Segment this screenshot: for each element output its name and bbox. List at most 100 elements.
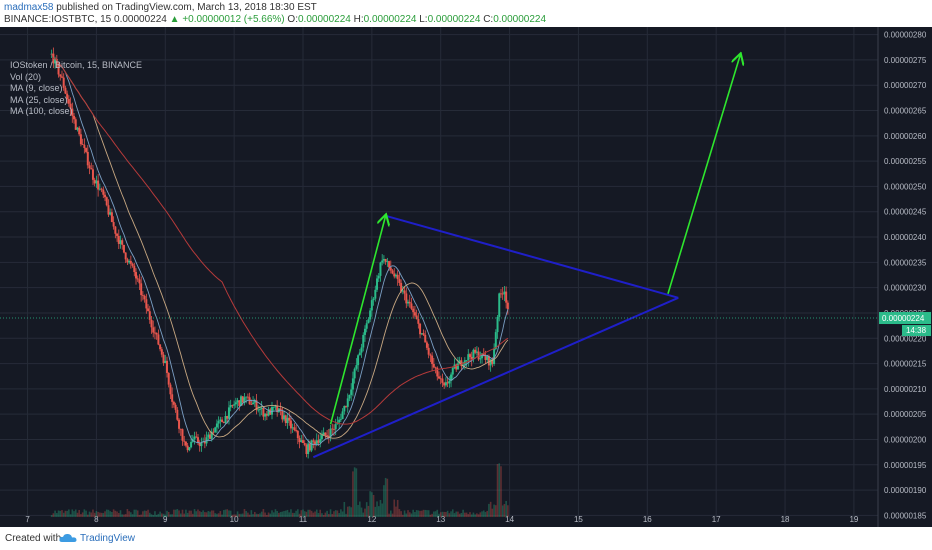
candle-body <box>448 380 451 384</box>
volume-bar <box>57 510 60 517</box>
volume-bar <box>360 507 363 517</box>
legend-vol[interactable]: Vol (20) <box>10 71 42 82</box>
volume-bar <box>407 510 409 517</box>
y-tick-label: 0.00000205 <box>884 410 927 419</box>
trend-line[interactable] <box>312 296 679 459</box>
candle-body <box>314 441 317 445</box>
volume-bar <box>173 509 175 517</box>
trend-line[interactable] <box>385 214 679 299</box>
trend-arrow[interactable] <box>667 55 740 294</box>
candle-body <box>374 289 377 299</box>
candle-body <box>407 301 410 304</box>
volume-bar <box>312 512 315 517</box>
volume-bar <box>353 467 356 517</box>
volume-bar <box>247 512 249 517</box>
volume-bar <box>359 501 361 517</box>
volume-bar <box>326 510 328 517</box>
x-tick-label: 15 <box>574 515 583 524</box>
volume-bar <box>338 513 340 517</box>
candle-body <box>271 407 274 415</box>
volume-bar <box>420 510 423 517</box>
y-tick-label: 0.00000260 <box>884 132 927 141</box>
volume-bar <box>78 509 80 517</box>
candle-body <box>295 430 298 431</box>
volume-bar <box>202 510 204 517</box>
x-tick-label: 7 <box>25 515 30 524</box>
created-with-text: Created with <box>5 533 62 544</box>
candle-body <box>393 273 396 277</box>
candle-body <box>85 148 88 152</box>
candle-body <box>183 440 186 442</box>
candle-body <box>164 360 167 363</box>
chart-pane[interactable]: 0.00000280 0.00000275 0.00000270 0.00000265… <box>0 27 932 527</box>
tradingview-brand[interactable]: TradingView <box>80 533 136 544</box>
legend-ma25[interactable]: MA (25, close) <box>10 94 68 105</box>
volume-bar <box>448 513 451 517</box>
chart-header: madmax58 published on TradingView.com, M… <box>0 0 932 27</box>
volume-bar <box>479 512 482 517</box>
volume-bar <box>393 499 396 517</box>
trend-arrow[interactable] <box>329 216 386 425</box>
volume-bar <box>450 511 452 517</box>
volume-bar <box>303 511 306 517</box>
candle-body <box>224 416 227 424</box>
candle-body <box>88 165 91 169</box>
author-link[interactable]: madmax58 <box>4 2 54 13</box>
volume-bar <box>238 513 241 517</box>
legend-ma100[interactable]: MA (100, close) <box>10 106 73 116</box>
volume-bar <box>264 512 266 517</box>
candle-body <box>456 363 459 370</box>
volume-bar <box>469 512 471 517</box>
candle-body <box>209 434 212 439</box>
volume-bar <box>441 511 444 517</box>
volume-bar <box>389 510 392 517</box>
y-tick-label: 0.00000270 <box>884 81 927 90</box>
volume-bar <box>496 464 499 517</box>
candle-body <box>381 260 384 263</box>
candle-body <box>376 278 379 290</box>
candle-body <box>300 440 303 443</box>
candle-body <box>310 440 313 451</box>
publish-info: madmax58 published on TradingView.com, M… <box>4 2 317 13</box>
volume-bar <box>214 513 216 517</box>
candle-body <box>245 396 248 398</box>
price-chart[interactable]: 0.00000280 0.00000275 0.00000270 0.00000265… <box>0 27 932 527</box>
volume-bar <box>340 509 342 517</box>
legend-ma9[interactable]: MA (9, close) <box>10 83 63 93</box>
candle-body <box>210 431 213 439</box>
candle-body <box>217 421 220 424</box>
candle-body <box>494 332 497 349</box>
volume-bar <box>178 510 180 517</box>
candle-body <box>167 372 170 385</box>
volume-bar <box>143 510 146 517</box>
volume-bar <box>88 511 91 517</box>
candle-body <box>293 427 296 431</box>
candle-body <box>412 308 415 313</box>
volume-bar <box>396 499 399 517</box>
candle-body <box>196 437 199 444</box>
volume-bar <box>259 513 261 517</box>
candle-body <box>436 367 439 377</box>
volume-bar <box>290 509 292 517</box>
candle-body <box>76 127 79 130</box>
volume-bar <box>95 511 98 517</box>
candle-body <box>413 312 416 316</box>
candle-body <box>372 298 375 301</box>
volume-bar <box>460 512 463 517</box>
candle-body <box>303 442 306 445</box>
volume-bar <box>383 485 385 517</box>
candle-body <box>203 441 206 444</box>
volume-bar <box>252 514 254 517</box>
candle-body <box>138 279 141 284</box>
volume-bar <box>229 510 232 517</box>
volume-bar <box>429 514 432 517</box>
candle-body <box>160 349 163 355</box>
candle-body <box>246 396 249 398</box>
candle-body <box>341 411 344 419</box>
candle-body <box>327 435 330 438</box>
volume-bar <box>240 513 242 517</box>
candle-body <box>506 302 509 310</box>
candle-body <box>153 332 156 334</box>
volume-bar <box>309 509 311 517</box>
volume-bar <box>228 510 230 517</box>
